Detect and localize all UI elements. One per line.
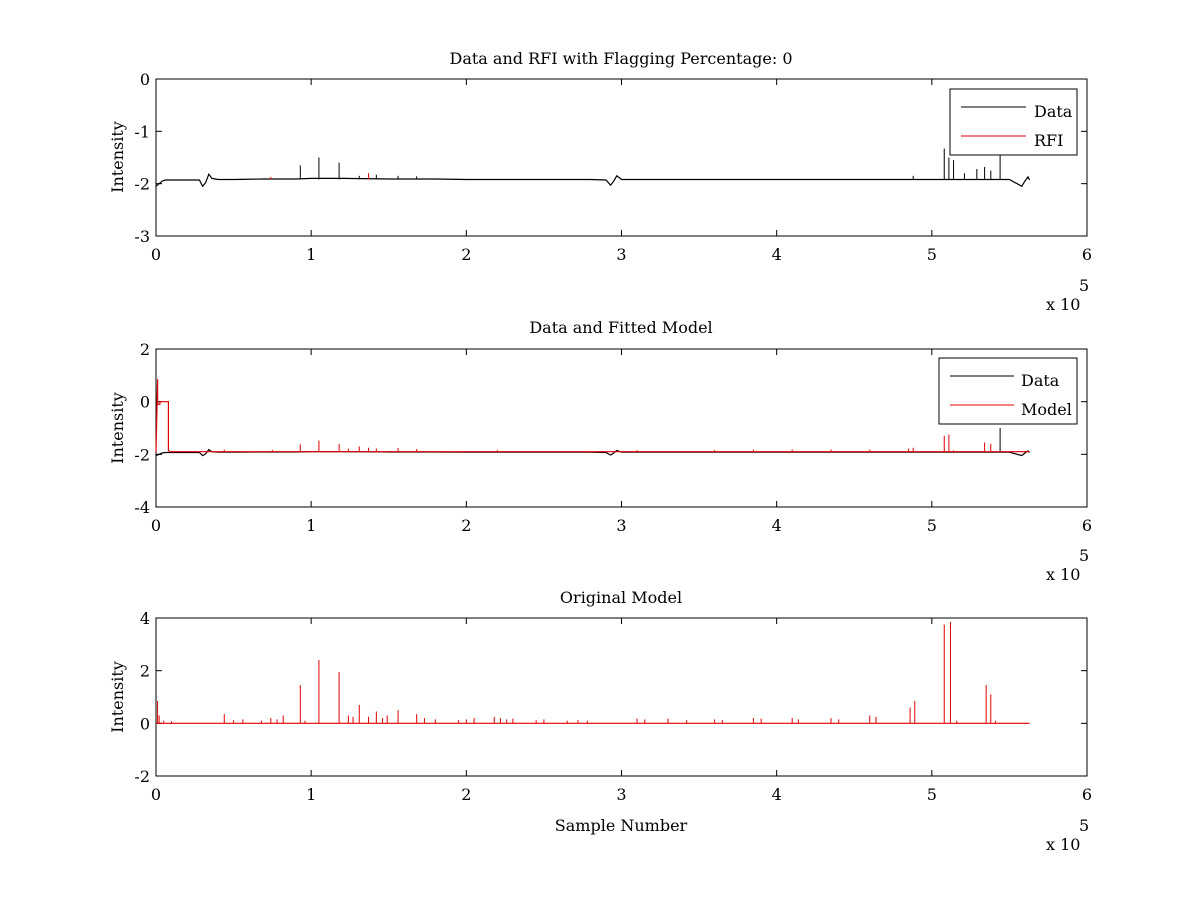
legend-label-data: Data [1034,102,1073,121]
x-tick-label: 2 [461,245,471,264]
y-axis-label: Intensity [108,121,127,193]
x-tick-label: 2 [461,785,471,804]
x-tick-label: 3 [616,516,626,535]
x-tick-label: 6 [1082,785,1092,804]
chart-title: Data and Fitted Model [529,318,712,337]
y-tick-label: -2 [134,175,150,194]
legend-label-rfi: RFI [1034,131,1063,150]
x-multiplier-exponent: 5 [1079,546,1089,565]
x-tick-label: 4 [772,785,782,804]
x-tick-label: 5 [927,516,937,535]
series-line-model [155,379,1030,453]
y-tick-label: 4 [140,609,150,628]
x-tick-label: 1 [306,785,316,804]
y-tick-label: 0 [140,70,150,89]
x-tick-label: 5 [927,785,937,804]
panel-original-model: Original Model Intensity Sample Number 0… [108,588,1092,854]
y-tick-label: -3 [134,227,150,246]
panel-data-fitted-model: Data and Fitted Model Intensity 0 1 2 3 4 5 6 -… [108,318,1092,584]
x-tick-label: 0 [151,516,161,535]
x-multiplier-exponent: 5 [1079,816,1089,835]
chart-title: Data and RFI with Flagging Percentage: 0 [449,49,792,68]
chart-title: Original Model [560,588,682,607]
x-tick-label: 3 [616,785,626,804]
y-tick-label: 2 [140,662,150,681]
x-tick-label: 2 [461,516,471,535]
x-tick-label: 4 [772,245,782,264]
legend-box [938,357,1078,425]
x-tick-label: 5 [927,245,937,264]
y-tick-label: 0 [140,714,150,733]
y-tick-label: -2 [134,767,150,786]
legend[interactable]: Data Model [938,357,1078,425]
series-line-data [155,172,1031,188]
y-axis-label: Intensity [108,661,127,733]
x-multiplier-exponent: 5 [1079,276,1089,295]
series-group [155,148,1031,188]
y-tick-label: 0 [140,393,150,412]
axes-frame [155,348,1088,508]
axes-frame [155,617,1088,777]
y-tick-label: -4 [134,498,150,517]
y-tick-label: -1 [134,122,150,141]
x-tick-label: 0 [151,785,161,804]
series-group [156,621,1030,724]
x-multiplier: x 10 [1046,295,1080,314]
y-tick-label: -2 [134,445,150,464]
legend-box [949,88,1078,156]
x-axis-label: Sample Number [555,816,688,835]
tick-group: 0 1 2 3 4 5 6 -4 -2 0 2 [134,340,1092,535]
x-tick-label: 6 [1082,245,1092,264]
legend-label-data: Data [1021,371,1060,390]
legend-label-model: Model [1021,400,1072,419]
legend[interactable]: Data RFI [949,88,1078,156]
x-tick-label: 3 [616,245,626,264]
panel-data-rfi: Data and RFI with Flagging Percentage: 0… [108,49,1092,314]
x-multiplier: x 10 [1046,565,1080,584]
tick-group: 0 1 2 3 4 5 6 -3 -2 -1 0 [134,70,1092,264]
x-tick-label: 1 [306,245,316,264]
x-tick-label: 1 [306,516,316,535]
x-tick-label: 6 [1082,516,1092,535]
x-tick-label: 0 [151,245,161,264]
x-multiplier: x 10 [1046,835,1080,854]
series-group [155,379,1031,457]
y-tick-label: 2 [140,340,150,359]
axes-frame [155,78,1088,237]
y-axis-label: Intensity [108,392,127,464]
x-tick-label: 4 [772,516,782,535]
